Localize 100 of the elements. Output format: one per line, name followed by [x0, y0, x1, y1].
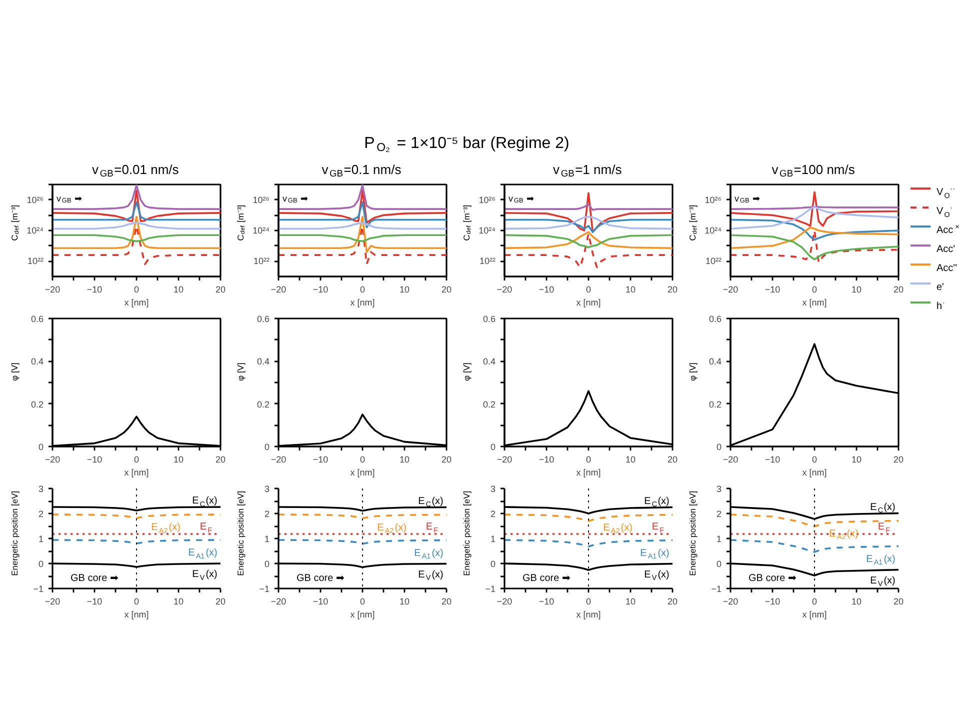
line-series	[504, 232, 672, 268]
x-tick-label: 10	[399, 284, 410, 294]
x-tick-label: 10	[851, 596, 862, 606]
y-tick-label: 1	[716, 534, 722, 544]
y-tick-label: 0.4	[256, 356, 270, 367]
line-series	[730, 539, 898, 553]
line-series	[504, 231, 672, 250]
y-tick-label: 0	[490, 559, 496, 569]
x-tick-label: −20	[270, 596, 286, 606]
x-tick-label: 0	[812, 454, 818, 464]
x-axis-title: x [nm]	[124, 298, 149, 308]
x-axis-title: x [nm]	[350, 468, 375, 478]
x-tick-label: 10	[173, 284, 184, 294]
line-series	[504, 192, 672, 233]
line-series	[278, 216, 446, 253]
y-tick-label: 10²⁴	[704, 226, 722, 236]
y-tick-label: 1	[264, 534, 270, 544]
line-series	[730, 234, 898, 260]
x-tick-label: 0	[134, 284, 140, 294]
line-series	[52, 201, 220, 221]
annotation: GB core ➡	[70, 573, 119, 584]
y-tick-label: 10²⁴	[26, 226, 44, 236]
x-tick-label: −20	[496, 454, 512, 464]
line-series	[504, 539, 672, 548]
line-series	[52, 184, 220, 210]
y-tick-label: −1	[33, 584, 44, 594]
x-tick-label: −10	[764, 596, 780, 606]
x-axis-title: x [nm]	[350, 610, 375, 620]
y-tick-label: 10²⁶	[252, 194, 270, 205]
x-axis-title: x [nm]	[124, 468, 149, 478]
y-tick-label: 0	[716, 442, 722, 452]
line-series	[52, 190, 220, 222]
y-tick-label: 0.4	[30, 356, 44, 367]
x-tick-label: −20	[496, 284, 512, 294]
y-tick-label: 0.2	[708, 399, 722, 410]
x-axis-title: x [nm]	[350, 298, 375, 308]
x-tick-label: 0	[134, 454, 140, 464]
x-tick-label: 0	[360, 284, 366, 294]
x-tick-label: 20	[441, 284, 452, 294]
x-tick-label: −10	[86, 284, 102, 294]
x-tick-label: 0	[812, 284, 818, 294]
x-tick-label: 20	[215, 284, 226, 294]
line-series	[504, 216, 672, 230]
y-tick-label: 0.2	[482, 399, 496, 410]
y-tick-label: 0.6	[708, 314, 722, 324]
y-tick-label: 0	[38, 442, 44, 452]
y-tick-label: 0	[264, 559, 270, 569]
x-axis-title: x [nm]	[576, 298, 601, 308]
line-series	[278, 190, 446, 224]
y-tick-label: −1	[485, 584, 496, 594]
legend-label: Acc''	[936, 263, 958, 274]
y-tick-label: 10²²	[479, 256, 496, 266]
y-tick-label: 10²⁶	[478, 194, 496, 205]
y-tick-label: 3	[490, 484, 496, 494]
y-tick-label: 10²⁶	[26, 194, 44, 205]
y-tick-label: 10²²	[27, 256, 44, 266]
x-tick-label: −10	[764, 454, 780, 464]
y-tick-label: 0.4	[482, 356, 496, 367]
line-series	[730, 218, 898, 241]
y-tick-label: 2	[38, 509, 44, 519]
x-tick-label: 20	[215, 454, 226, 464]
y-tick-label: −1	[711, 584, 722, 594]
y-tick-label: 10²²	[705, 256, 722, 266]
x-tick-label: 20	[893, 454, 904, 464]
line-series	[504, 234, 672, 248]
x-tick-label: −20	[270, 284, 286, 294]
x-tick-label: 20	[667, 596, 678, 606]
y-tick-label: 1	[38, 534, 44, 544]
y-tick-label: 0.4	[708, 356, 722, 367]
y-tick-label: 0	[264, 442, 270, 452]
x-tick-label: −10	[312, 454, 328, 464]
x-tick-label: 10	[851, 284, 862, 294]
x-tick-label: 0	[586, 284, 592, 294]
x-tick-label: 0	[586, 454, 592, 464]
y-tick-label: 0	[38, 559, 44, 569]
x-tick-label: 0	[360, 454, 366, 464]
x-tick-label: 10	[625, 284, 636, 294]
x-tick-label: 10	[851, 454, 862, 464]
y-tick-label: −1	[259, 584, 270, 594]
y-tick-label: 1	[490, 534, 496, 544]
y-tick-label: 0	[490, 442, 496, 452]
x-tick-label: 0	[586, 596, 592, 606]
line-series	[52, 234, 220, 242]
x-axis-title: x [nm]	[124, 610, 149, 620]
y-tick-label: 10²⁴	[252, 226, 270, 236]
y-axis-title: Energetic position [eV]	[462, 490, 472, 576]
x-axis-title: x [nm]	[802, 298, 827, 308]
x-tick-label: 20	[215, 596, 226, 606]
x-axis-title: x [nm]	[802, 468, 827, 478]
line-series	[730, 206, 898, 230]
y-tick-label: 0	[716, 559, 722, 569]
y-tick-label: 3	[264, 484, 270, 494]
y-axis-title: φ [V]	[10, 362, 20, 381]
y-tick-label: 10²⁶	[704, 194, 722, 205]
line-series	[504, 514, 672, 522]
line-series	[730, 514, 898, 528]
y-tick-label: 0.2	[256, 399, 270, 410]
x-axis-title: x [nm]	[802, 610, 827, 620]
y-axis-title: φ [V]	[688, 362, 698, 381]
line-series	[730, 226, 898, 250]
